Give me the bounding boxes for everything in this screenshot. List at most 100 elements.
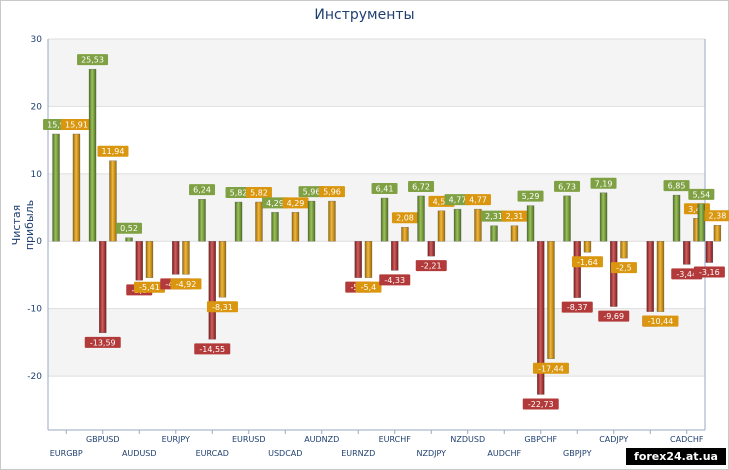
bar [563, 195, 571, 242]
bar [705, 241, 714, 263]
bar [234, 201, 243, 242]
data-label-box [642, 315, 679, 327]
data-label-box [379, 274, 411, 286]
data-label-box [704, 210, 729, 222]
bar [99, 241, 107, 334]
bar [697, 203, 705, 242]
data-label-box [391, 212, 418, 224]
data-label: 5,96 [323, 188, 341, 197]
x-tick-label: AUDCHF [487, 449, 521, 458]
bar [172, 241, 180, 275]
x-tick-label: CADCHF [670, 435, 704, 444]
data-label-box [663, 180, 690, 192]
data-label: 15,91 [65, 120, 88, 129]
bar [364, 241, 373, 278]
bar [354, 241, 362, 278]
bar [125, 237, 133, 242]
bar [510, 225, 519, 242]
data-label: 2,31 [506, 212, 524, 221]
data-label: -4,92 [176, 280, 197, 289]
data-label: 15,9 [47, 120, 65, 129]
data-label-box [598, 310, 630, 322]
data-label-box [532, 362, 569, 374]
bar [537, 241, 545, 395]
bar [208, 241, 216, 340]
data-label-box [298, 186, 325, 198]
data-label: 4,29 [287, 199, 305, 208]
y-tick-label: 30 [31, 35, 43, 45]
x-tick-label: USDCAD [268, 449, 302, 458]
x-tick-label: NZDJPY [416, 449, 446, 458]
x-tick-label: EURCHF [379, 435, 412, 444]
bar [271, 212, 279, 242]
bar [573, 241, 581, 298]
data-label: -10,44 [648, 317, 674, 326]
data-label: 5,82 [230, 189, 248, 198]
data-label: 5,54 [692, 190, 710, 199]
grid-band [48, 39, 705, 107]
x-tick-label: EURJPY [162, 435, 190, 444]
data-label-box [561, 301, 593, 313]
data-label-box [77, 54, 109, 66]
data-label-box [60, 118, 92, 130]
data-label-box [84, 336, 121, 348]
data-label: 25,53 [81, 56, 104, 65]
data-label-box [189, 184, 216, 196]
data-label: -4,33 [384, 276, 405, 285]
bar [182, 241, 190, 275]
data-label-box [245, 187, 272, 199]
data-label-box [481, 210, 508, 222]
bar [88, 68, 97, 242]
data-label-box [408, 180, 435, 192]
data-label-box [371, 183, 398, 195]
bar [72, 133, 81, 242]
grid-band [48, 308, 705, 377]
data-label-box [355, 281, 382, 293]
data-label: 2,31 [485, 212, 503, 221]
data-label-box [464, 194, 491, 206]
data-label: 6,85 [668, 182, 686, 191]
data-label: -8,37 [567, 303, 588, 312]
bar [391, 241, 399, 271]
data-label-box [554, 180, 581, 192]
data-label-box [693, 266, 725, 278]
data-label: 5,29 [522, 192, 540, 201]
data-label-box [517, 190, 544, 202]
x-tick-label: NZDUSD [450, 435, 485, 444]
data-label: 11,94 [102, 147, 125, 156]
bar [526, 205, 535, 242]
data-label: 2,08 [396, 214, 414, 223]
x-tick-label: GBPCHF [524, 435, 557, 444]
bar [307, 200, 316, 242]
data-label: 7,19 [595, 179, 613, 188]
data-label: -8,31 [212, 303, 233, 312]
data-label-box [571, 256, 603, 268]
data-label: 2,38 [709, 212, 727, 221]
x-tick-label: AUDNZD [304, 435, 339, 444]
y-tick-label: 20 [31, 102, 43, 112]
x-tick-label: EURNZD [341, 449, 375, 458]
y-tick-label: -20 [27, 372, 42, 382]
data-label: -13,59 [90, 338, 116, 347]
bar [255, 201, 263, 242]
data-label: -22,73 [528, 400, 554, 409]
bar [610, 241, 618, 307]
data-label: 4,51 [433, 197, 451, 206]
data-label: -3,16 [699, 268, 720, 277]
data-label: 3,41 [688, 205, 706, 214]
bar [52, 133, 60, 242]
data-label: 6,24 [193, 186, 211, 195]
data-label-box [444, 194, 471, 206]
bar [599, 192, 608, 242]
bar [713, 225, 722, 242]
data-label: 5,96 [303, 188, 321, 197]
x-tick-label: AUDUSD [122, 449, 157, 458]
data-label-box [590, 177, 617, 189]
data-label-box [610, 262, 637, 274]
data-label-box [522, 398, 559, 410]
y-tick-label: 0 [36, 237, 42, 247]
bar [646, 241, 654, 312]
bar [291, 212, 300, 242]
bar [672, 194, 681, 242]
x-tick-label: GBPUSD [86, 435, 120, 444]
